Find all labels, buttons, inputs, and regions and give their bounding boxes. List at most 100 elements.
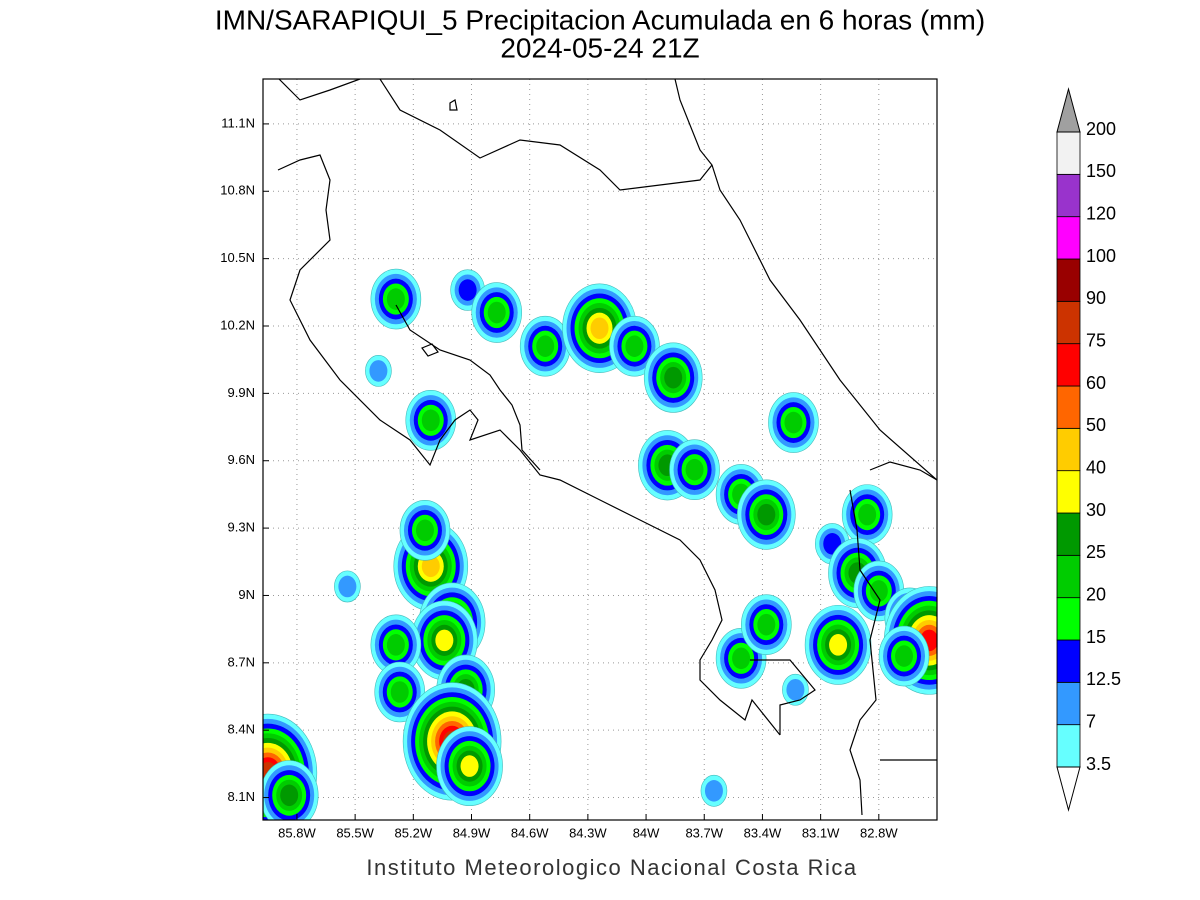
rain-cell	[869, 580, 888, 602]
x-tick-label: 83.4W	[744, 825, 782, 840]
x-tick-label: 82.8W	[860, 825, 898, 840]
colorbar-label: 50	[1086, 415, 1106, 435]
colorbar-label: 20	[1086, 584, 1106, 604]
x-tick-label: 85.8W	[278, 825, 316, 840]
footer: Instituto Meteorologico Nacional Costa R…	[366, 855, 857, 880]
x-tick-label: 84.3W	[569, 825, 607, 840]
colorbar-under	[1056, 766, 1081, 812]
colorbar-label: 90	[1086, 288, 1106, 308]
lake-island	[449, 99, 458, 111]
rain-cell	[487, 301, 506, 324]
y-tick-label: 9.6N	[228, 452, 255, 467]
y-tick-label: 8.1N	[228, 789, 255, 804]
y-tick-label: 8.4N	[228, 722, 255, 737]
colorbar-label: 7	[1086, 711, 1096, 731]
colorbar-bin	[1056, 385, 1081, 429]
rain-cell	[625, 335, 644, 358]
rain-cell	[421, 555, 440, 578]
colorbar-bin	[1056, 470, 1081, 514]
y-tick-label: 10.8N	[220, 183, 255, 198]
subtitle: 2024-05-24 21Z	[500, 32, 699, 63]
nicaragua-border	[278, 79, 713, 191]
x-tick-label: 85.5W	[336, 825, 374, 840]
rain-cell	[386, 634, 405, 656]
rain-cell	[757, 613, 776, 636]
colorbar-label: 100	[1086, 246, 1116, 266]
x-tick-label: 84.9W	[453, 825, 491, 840]
rain-cell	[704, 780, 723, 802]
y-tick-label: 9.3N	[228, 520, 255, 535]
colorbar-bin	[1056, 343, 1081, 387]
y-tick-label: 11.1N	[221, 115, 255, 130]
y-tick-label: 10.2N	[220, 317, 255, 332]
colorbar-label: 15	[1086, 627, 1106, 647]
colorbar-label: 40	[1086, 457, 1106, 477]
x-tick-label: 84.6W	[511, 825, 549, 840]
rain-cell	[590, 317, 609, 340]
rain-cell	[895, 645, 914, 667]
colorbar-label: 75	[1086, 330, 1106, 350]
osa-peninsula	[750, 659, 937, 761]
colorbar-label: 120	[1086, 203, 1116, 223]
coastlines	[277, 79, 937, 816]
colorbar-bin	[1056, 724, 1081, 768]
x-tick-label: 85.2W	[395, 825, 433, 840]
rain-cell	[784, 411, 803, 434]
map-frame	[262, 78, 938, 821]
y-tick-label: 8.7N	[228, 654, 255, 669]
colorbar-bin	[1056, 173, 1081, 218]
colorbar-bin	[1056, 131, 1081, 175]
rain-cell	[369, 360, 388, 382]
y-tick-label: 9N	[238, 587, 255, 602]
rain-cell	[421, 409, 440, 432]
rain-cell	[829, 634, 848, 656]
caribbean-coast	[674, 79, 937, 481]
rain-cell	[732, 647, 751, 670]
colorbar-bin	[1056, 554, 1081, 599]
x-tick-label: 83.7W	[685, 825, 723, 840]
colorbar: 3.5 7 12.5 15 20 25 30 40 50 60 75 90 100 120 150 200	[1056, 87, 1121, 812]
grid	[263, 79, 937, 820]
x-tick-label: 84W	[633, 825, 660, 840]
panama-border	[849, 461, 937, 816]
rain-cell	[858, 503, 877, 526]
colorbar-bin	[1056, 639, 1081, 683]
rain-cell	[415, 519, 434, 542]
rain-cell	[338, 575, 357, 598]
rain-cell	[458, 279, 477, 301]
colorbar-label: 200	[1086, 119, 1116, 139]
rain-cell	[390, 681, 409, 703]
rain-cell	[757, 503, 776, 526]
colorbar-bin	[1056, 258, 1081, 302]
colorbar-label: 30	[1086, 500, 1106, 520]
rain-cell	[685, 458, 704, 481]
colorbar-bin	[1056, 681, 1081, 726]
colorbar-bin	[1056, 300, 1081, 345]
colorbar-label: 60	[1086, 373, 1106, 393]
rain-cell	[536, 335, 555, 358]
rain-cell	[280, 784, 299, 807]
colorbar-label: 3.5	[1086, 754, 1111, 774]
rain-cell	[435, 629, 454, 652]
rain-cell	[386, 288, 405, 310]
y-tick-label: 10.5N	[220, 250, 255, 265]
colorbar-bin	[1056, 512, 1081, 556]
nicoya-island	[421, 343, 439, 357]
precipitation	[263, 268, 937, 820]
colorbar-bin	[1056, 597, 1081, 641]
title: IMN/SARAPIQUI_5 Precipitacion Acumulada …	[215, 4, 985, 35]
x-tick-label: 83.1W	[802, 825, 840, 840]
colorbar-bin	[1056, 427, 1081, 472]
y-tick-label: 9.9N	[228, 385, 255, 400]
colorbar-label: 25	[1086, 542, 1106, 562]
rain-cell	[786, 678, 805, 701]
pacific-coast	[277, 154, 781, 736]
rain-cell	[460, 755, 479, 777]
colorbar-bin	[1056, 216, 1081, 260]
colorbar-label: 12.5	[1086, 669, 1121, 689]
nicoya-gulf	[395, 304, 541, 471]
colorbar-label: 150	[1086, 161, 1116, 181]
colorbar-over	[1056, 87, 1081, 133]
rain-cell	[664, 366, 683, 389]
